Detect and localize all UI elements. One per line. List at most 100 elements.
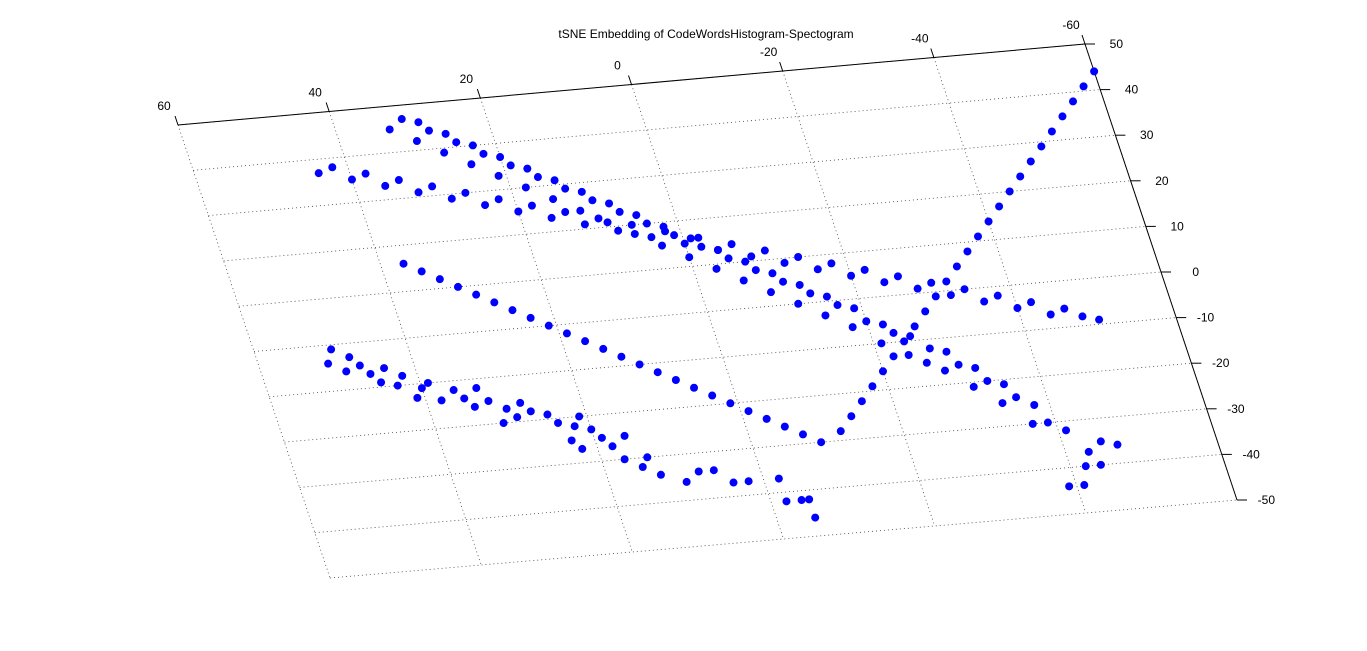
grid-lines — [177, 43, 1238, 579]
data-point — [709, 466, 718, 475]
x-tick-label: -20 — [760, 45, 778, 59]
data-point — [394, 176, 403, 185]
data-point — [447, 194, 456, 203]
data-point — [647, 233, 656, 242]
data-point — [550, 176, 559, 185]
data-point — [983, 376, 992, 385]
data-point — [467, 160, 476, 169]
data-point — [562, 329, 571, 338]
data-point — [328, 163, 337, 172]
data-point — [578, 444, 587, 453]
y-tick-label: 20 — [1155, 174, 1169, 188]
data-point — [513, 413, 522, 422]
data-point — [880, 278, 889, 287]
data-point — [690, 383, 699, 392]
data-point — [653, 368, 662, 377]
grid-line-y — [284, 362, 1192, 443]
data-point — [906, 332, 915, 341]
data-point — [523, 164, 532, 173]
data-point — [744, 407, 753, 416]
data-point — [635, 360, 644, 369]
data-point — [514, 207, 523, 216]
data-point — [521, 183, 530, 192]
data-point — [470, 402, 479, 411]
data-point — [694, 233, 703, 242]
data-point — [1005, 187, 1014, 196]
data-point — [694, 467, 703, 476]
x-tick-mark — [779, 61, 784, 72]
data-point — [806, 289, 815, 298]
data-point — [461, 188, 470, 197]
data-point — [345, 353, 354, 362]
data-point — [576, 206, 585, 215]
data-point — [526, 313, 535, 322]
data-point — [599, 344, 608, 353]
data-point — [868, 382, 877, 391]
data-point — [805, 495, 814, 504]
data-point — [850, 304, 859, 313]
data-point — [952, 262, 961, 271]
data-point — [724, 254, 733, 263]
data-point — [643, 453, 652, 462]
data-point — [496, 153, 505, 162]
data-point — [481, 201, 490, 210]
y-tick-label: 0 — [1192, 265, 1199, 279]
data-point — [798, 430, 807, 439]
data-point — [862, 317, 871, 326]
data-point — [424, 126, 433, 135]
data-point — [577, 187, 586, 196]
data-point — [670, 231, 679, 240]
data-point — [827, 259, 836, 268]
data-point — [468, 141, 477, 150]
data-point — [1028, 419, 1037, 428]
data-point — [428, 182, 437, 191]
data-point — [1016, 172, 1025, 181]
data-point — [779, 277, 788, 286]
data-point — [1069, 97, 1078, 106]
data-point — [617, 352, 626, 361]
data-point — [342, 367, 351, 376]
data-point — [857, 397, 866, 406]
data-point — [452, 138, 461, 147]
data-point — [822, 292, 831, 301]
data-point — [435, 275, 444, 284]
data-point — [327, 345, 336, 354]
data-point — [794, 252, 803, 261]
data-point — [878, 320, 887, 329]
x-tick-label: 0 — [614, 59, 621, 73]
data-point — [910, 322, 919, 331]
data-point — [1058, 112, 1067, 121]
data-point — [547, 213, 556, 222]
data-point — [760, 246, 769, 255]
data-point — [713, 246, 722, 255]
x-tick-label: 60 — [157, 99, 171, 113]
data-point — [878, 367, 887, 376]
data-point — [927, 278, 936, 287]
data-point — [414, 188, 423, 197]
data-point — [380, 364, 389, 373]
data-point — [680, 239, 689, 248]
data-point — [848, 323, 857, 332]
data-point — [685, 253, 694, 262]
data-point — [1113, 440, 1122, 449]
y-tick-label: 10 — [1170, 219, 1184, 233]
data-point — [472, 384, 481, 393]
data-point — [931, 292, 940, 301]
data-point — [973, 232, 982, 241]
data-point — [605, 199, 614, 208]
x-tick-mark — [930, 48, 935, 58]
data-point — [833, 301, 842, 310]
data-point — [797, 496, 806, 505]
x-tick-mark — [174, 115, 179, 126]
data-point — [727, 240, 736, 249]
data-point — [638, 463, 647, 472]
data-point — [744, 477, 753, 486]
data-point — [795, 280, 804, 289]
data-point — [1013, 304, 1022, 313]
data-point — [393, 381, 402, 390]
data-point — [904, 351, 913, 360]
data-point — [484, 397, 493, 406]
data-point — [502, 404, 511, 413]
data-point — [1060, 304, 1069, 313]
data-point — [494, 171, 503, 180]
